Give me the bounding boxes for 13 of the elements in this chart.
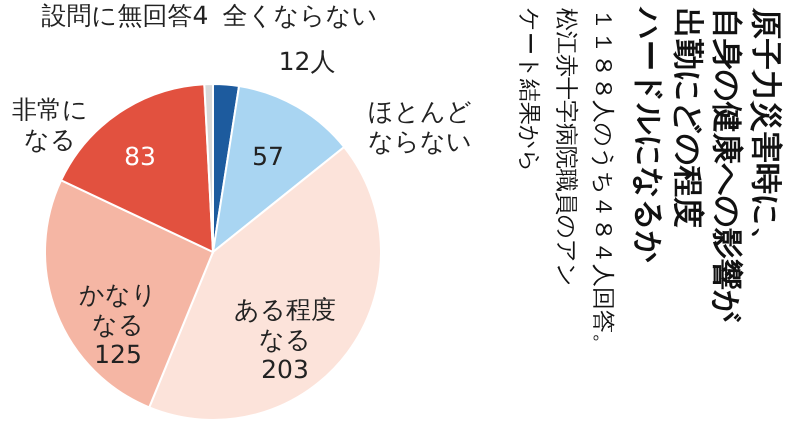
text: １１８８人のうち４８４人回答。松江赤十字病院職員のアンケート結果から <box>515 8 616 356</box>
data-label: 203 <box>261 355 309 384</box>
slice-label: かなりなる <box>79 280 157 339</box>
slice-label: ほとんどならない <box>368 97 472 156</box>
data-label: 125 <box>94 340 142 369</box>
slice-label: 設問に無回答4 <box>42 1 208 30</box>
data-label: 83 <box>124 142 156 171</box>
slice-label: 全くならない <box>222 1 378 30</box>
text: 原子力災害時に、自身の健康への影響が出勤にどの程度ハードルになるか <box>631 8 784 322</box>
slice-label: ある程度なる <box>234 295 336 354</box>
data-label: 57 <box>252 142 284 171</box>
data-label: 12人 <box>278 47 336 76</box>
slice-label: 非常になる <box>12 95 88 154</box>
